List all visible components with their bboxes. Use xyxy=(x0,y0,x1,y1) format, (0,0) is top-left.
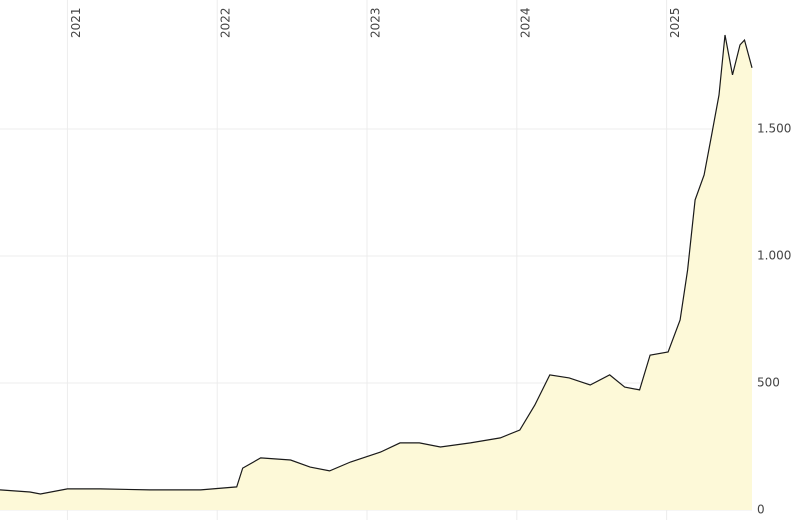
y-tick-label: 1.500 xyxy=(757,122,791,136)
x-tick-label: 2024 xyxy=(518,7,532,38)
area xyxy=(0,35,752,510)
x-tick-label: 2023 xyxy=(369,7,383,38)
line xyxy=(0,34,753,495)
x-tick-label: 2025 xyxy=(668,7,682,38)
y-tick-label: 500 xyxy=(757,376,780,390)
y-tick-label: 0 xyxy=(757,503,765,517)
y-tick-label: 1.000 xyxy=(757,249,791,263)
x-tick-label: 2022 xyxy=(219,7,233,38)
x-tick-label: 2021 xyxy=(69,7,83,38)
